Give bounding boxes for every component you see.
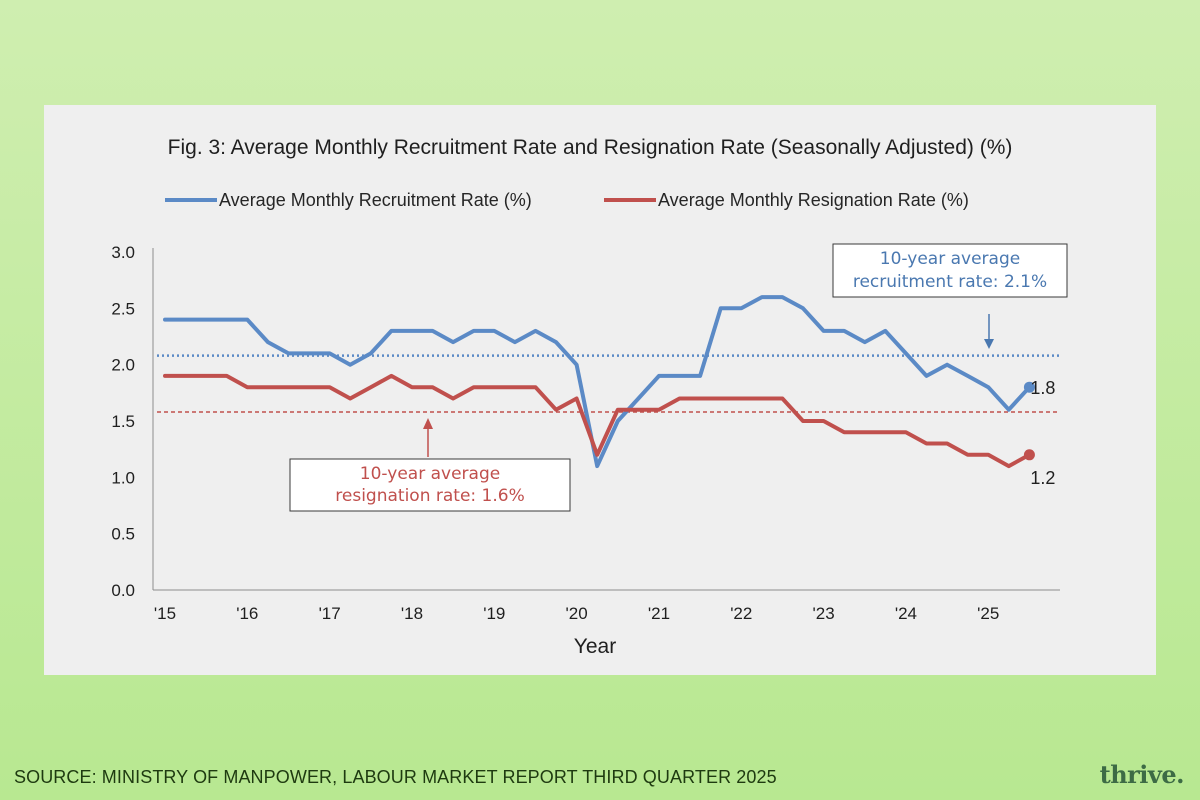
x-tick-label: '17: [319, 604, 341, 623]
legend-label-resignation: Average Monthly Resignation Rate (%): [658, 190, 969, 210]
arrowhead-down-icon: [984, 339, 994, 349]
end-label-recruitment: 1.8: [1030, 378, 1055, 398]
x-tick-label: '15: [154, 604, 176, 623]
x-tick-label: '18: [401, 604, 423, 623]
chart-title: Fig. 3: Average Monthly Recruitment Rate…: [168, 136, 1013, 159]
y-tick-label: 3.0: [111, 243, 135, 262]
end-label-resignation: 1.2: [1030, 468, 1055, 488]
x-tick-label: '24: [895, 604, 917, 623]
x-tick-label: '25: [977, 604, 999, 623]
y-tick-label: 0.5: [111, 525, 135, 544]
y-axis: 0.0 0.5 1.0 1.5 2.0 2.5 3.0: [111, 243, 135, 600]
annotation-recruitment-line1: 10-year average: [880, 249, 1020, 269]
series-lines: 1.8 1.2: [163, 295, 1055, 488]
annotation-resignation: 10-year average resignation rate: 1.6%: [289, 418, 571, 512]
y-tick-label: 1.0: [111, 468, 135, 487]
legend-label-recruitment: Average Monthly Recruitment Rate (%): [219, 190, 532, 210]
annotation-resignation-line1: 10-year average: [360, 464, 500, 484]
arrowhead-up-icon: [423, 418, 433, 429]
annotation-resignation-line2: resignation rate: 1.6%: [335, 486, 524, 506]
source-caption: SOURCE: MINISTRY OF MANPOWER, LABOUR MAR…: [14, 767, 777, 787]
legend: Average Monthly Recruitment Rate (%) Ave…: [165, 190, 969, 210]
y-tick-label: 2.5: [111, 299, 135, 318]
series-line-recruitment: [163, 295, 1032, 469]
x-axis-title: Year: [574, 635, 616, 658]
x-tick-label: '19: [483, 604, 505, 623]
annotation-box-recruitment: [832, 243, 1068, 298]
x-tick-label: '23: [813, 604, 835, 623]
annotation-recruitment: 10-year average recruitment rate: 2.1%: [832, 243, 1068, 349]
end-point-resignation: [1023, 449, 1035, 461]
x-tick-label: '22: [730, 604, 752, 623]
annotation-recruitment-line2: recruitment rate: 2.1%: [853, 272, 1047, 292]
series-line-resignation: [163, 373, 1032, 469]
chart: Fig. 3: Average Monthly Recruitment Rate…: [111, 136, 1068, 658]
x-tick-label: '21: [648, 604, 670, 623]
brand-logo: thrive.: [1099, 760, 1185, 789]
y-tick-label: 1.5: [111, 412, 135, 431]
annotation-box-resignation: [289, 458, 571, 512]
end-point-recruitment: [1023, 381, 1035, 393]
y-tick-label: 2.0: [111, 356, 135, 375]
x-tick-label: '16: [236, 604, 258, 623]
y-tick-label: 0.0: [111, 581, 135, 600]
average-lines: [157, 354, 1060, 413]
x-axis: '15 '16 '17 '18 '19 '20 '21 '22 '23 '24 '25: [154, 604, 999, 623]
x-tick-label: '20: [566, 604, 588, 623]
chart-panel: Fig. 3: Average Monthly Recruitment Rate…: [44, 105, 1156, 675]
